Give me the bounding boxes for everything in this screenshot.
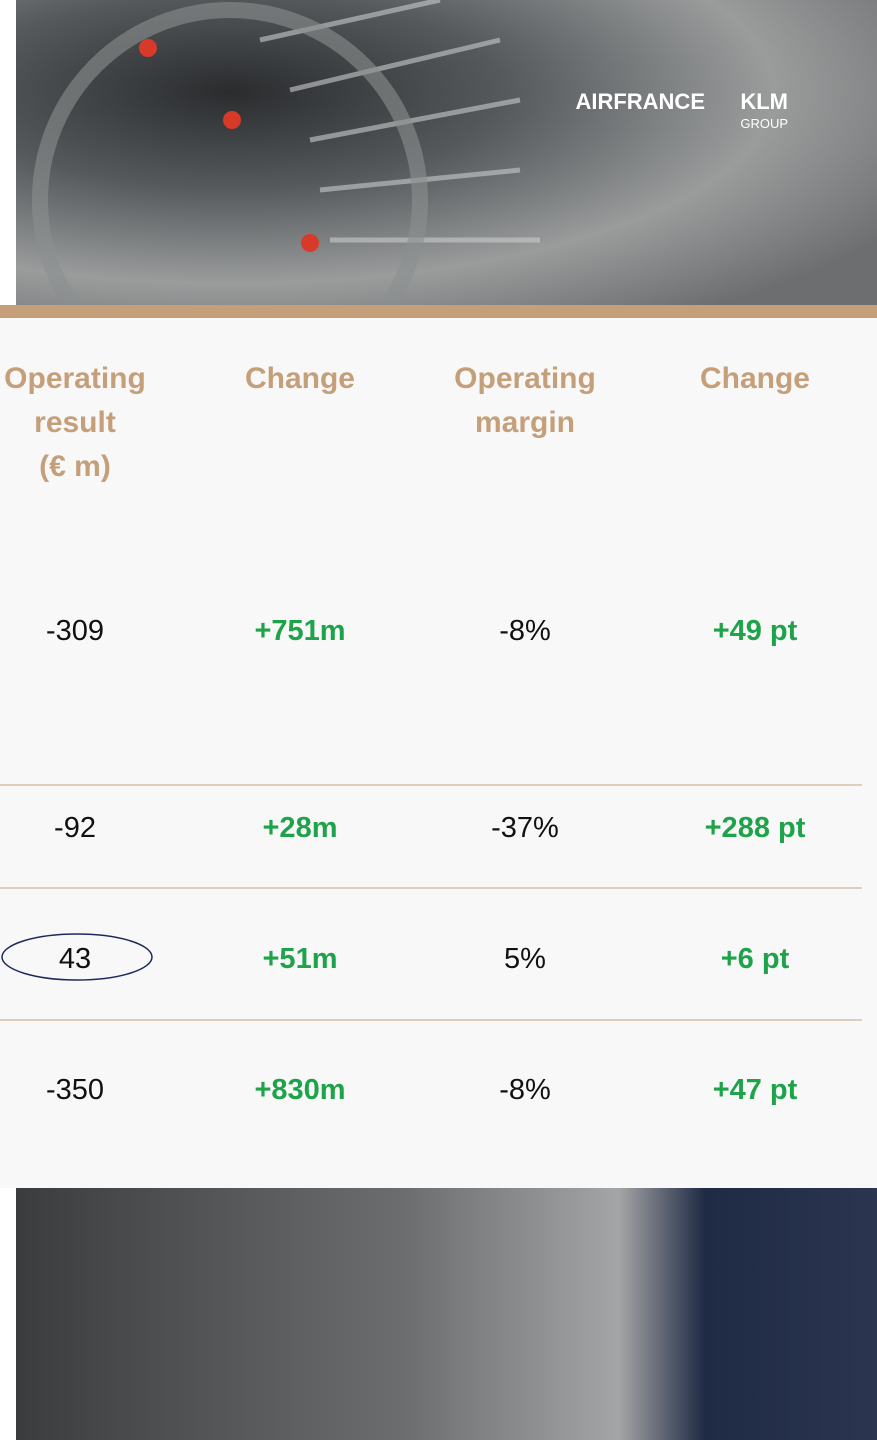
value-cell: -309 bbox=[46, 615, 104, 647]
value-cell: 5% bbox=[504, 943, 546, 975]
slide: AIRFRANCE KLM GROUP Operatingresult(€ m)… bbox=[0, 0, 877, 1440]
logo-sub: GROUP bbox=[740, 116, 788, 131]
footer-photo bbox=[16, 1188, 877, 1440]
value-cell: -350 bbox=[46, 1074, 104, 1106]
logo-brand2: KLM bbox=[740, 89, 788, 114]
rivet bbox=[139, 39, 157, 57]
accent-band bbox=[0, 305, 877, 318]
column-header: Change bbox=[700, 362, 810, 395]
logo-brand: AIRFRANCE bbox=[575, 89, 705, 114]
change-cell: +51m bbox=[263, 943, 338, 975]
change-cell: +47 pt bbox=[713, 1074, 798, 1106]
value-cell: -8% bbox=[499, 1074, 551, 1106]
value-cell: -37% bbox=[491, 812, 559, 844]
change-cell: +6 pt bbox=[721, 943, 790, 975]
change-cell: +28m bbox=[263, 812, 338, 844]
change-cell: +288 pt bbox=[705, 812, 806, 844]
value-cell: -8% bbox=[499, 615, 551, 647]
page: AIRFRANCE KLM GROUP Operatingresult(€ m)… bbox=[0, 0, 877, 1440]
value-cell: 43 bbox=[59, 943, 91, 975]
change-cell: +49 pt bbox=[713, 615, 798, 647]
value-cell: -92 bbox=[54, 812, 96, 844]
change-cell: +830m bbox=[254, 1074, 345, 1106]
rivet bbox=[223, 111, 241, 129]
rivet bbox=[301, 234, 319, 252]
column-header: Change bbox=[245, 362, 355, 395]
table-panel bbox=[0, 318, 877, 1188]
change-cell: +751m bbox=[254, 615, 345, 647]
